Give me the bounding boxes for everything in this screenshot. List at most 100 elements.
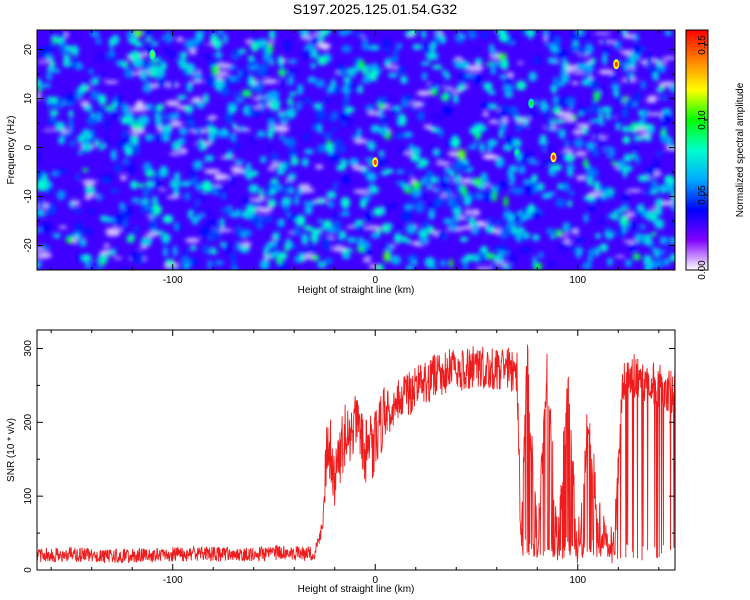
heatmap-cell — [127, 162, 136, 174]
heatmap-low-patch — [353, 138, 367, 144]
heatmap-cell — [434, 52, 439, 61]
heatmap-cell — [558, 241, 569, 252]
heatmap-cell — [603, 49, 611, 55]
heatmap-cell — [638, 203, 645, 213]
heatmap-cell — [435, 30, 441, 40]
x-tick-label: 0 — [372, 275, 378, 286]
heatmap-cell — [168, 265, 180, 270]
heatmap-cell — [317, 218, 323, 224]
heatmap-cell — [444, 166, 452, 174]
heatmap-low-patch — [659, 60, 669, 64]
heatmap-cell — [211, 63, 220, 76]
heatmap-cell — [473, 73, 482, 85]
heatmap-cell — [205, 76, 216, 87]
heatmap-cell — [424, 257, 436, 269]
heatmap-cell — [643, 254, 652, 265]
heatmap-cell — [176, 59, 187, 65]
heatmap-low-patch — [576, 175, 586, 181]
heatmap-low-patch — [185, 237, 200, 243]
heatmap-cell — [168, 50, 178, 58]
heatmap-cell — [287, 75, 294, 86]
heatmap-cell — [648, 184, 658, 190]
heatmap-cell — [190, 178, 200, 186]
heatmap-cell — [80, 239, 87, 247]
heatmap-cell — [632, 146, 639, 153]
heatmap-cell — [303, 225, 313, 231]
heatmap-cell — [377, 96, 387, 104]
heatmap-cell — [247, 136, 257, 145]
heatmap-cell — [548, 262, 556, 268]
heatmap-cell — [203, 93, 209, 104]
heatmap-low-patch — [256, 206, 273, 213]
heatmap-x-axis-label: Height of straight line (km) — [298, 285, 415, 296]
heatmap-cell — [94, 139, 101, 145]
heatmap-x-ticks: -100 0 100 — [50, 30, 660, 286]
heatmap-cell — [474, 57, 483, 66]
heatmap-low-patch — [571, 81, 579, 86]
heatmap-low-patch — [626, 188, 643, 193]
heatmap-cell — [252, 83, 264, 93]
heatmap-cell — [607, 227, 614, 234]
heatmap-cell — [287, 172, 297, 181]
heatmap-low-patch — [471, 209, 481, 216]
heatmap-cell — [664, 30, 672, 36]
heatmap-cell — [196, 101, 205, 109]
heatmap-cell — [622, 166, 628, 178]
heatmap-low-patch — [626, 211, 634, 218]
heatmap-cell — [411, 260, 418, 266]
heatmap-cell — [183, 191, 191, 201]
heatmap-cell — [653, 159, 660, 171]
heatmap-cell — [177, 222, 182, 232]
heatmap-cell — [322, 132, 333, 139]
heatmap-low-patch — [262, 78, 279, 84]
heatmap-cell — [568, 103, 574, 110]
heatmap-cell — [285, 107, 297, 119]
heatmap-cell — [90, 90, 100, 101]
heatmap-cell — [399, 147, 407, 155]
heatmap-cell — [317, 55, 328, 66]
heatmap-cell — [110, 110, 120, 121]
heatmap-cell — [317, 124, 323, 134]
heatmap-cell — [566, 225, 578, 231]
heatmap-cell — [190, 258, 199, 267]
heatmap-cell — [326, 140, 332, 146]
heatmap-cell — [572, 114, 578, 121]
heatmap-cell — [513, 115, 523, 121]
heatmap-cell — [121, 103, 130, 115]
heatmap-hotspot — [150, 51, 155, 58]
heatmap-cell — [131, 197, 141, 203]
heatmap-cell — [555, 198, 566, 208]
heatmap-cell — [445, 73, 451, 80]
heatmap-cell — [490, 261, 498, 270]
heatmap-cell — [340, 210, 350, 217]
heatmap-cell — [637, 174, 649, 182]
heatmap-cell — [477, 185, 486, 190]
heatmap-cell — [227, 75, 238, 82]
heatmap-cell — [426, 183, 433, 190]
heatmap-cell — [548, 127, 553, 132]
heatmap-cell — [380, 115, 388, 124]
heatmap-cell — [248, 183, 260, 194]
heatmap-cell — [606, 257, 613, 267]
heatmap-cell — [608, 187, 613, 199]
heatmap-low-patch — [136, 100, 144, 105]
heatmap-cell — [81, 141, 93, 153]
heatmap-cell — [544, 143, 555, 155]
heatmap-cell — [260, 102, 265, 112]
heatmap-cell — [49, 109, 59, 116]
heatmap-cell — [130, 180, 138, 190]
heatmap-low-patch — [168, 152, 182, 156]
heatmap-cell — [421, 30, 427, 39]
heatmap-cell — [304, 208, 313, 214]
heatmap-cell — [68, 119, 74, 126]
heatmap-cell — [459, 236, 469, 242]
heatmap-cell — [239, 67, 245, 78]
heatmap-cell — [147, 207, 154, 216]
heatmap-cell — [320, 30, 331, 35]
heatmap-cell — [370, 69, 378, 82]
heatmap-cell — [267, 198, 277, 208]
heatmap-cell — [614, 120, 624, 125]
heatmap-cell — [566, 164, 575, 170]
heatmap-cell — [134, 41, 143, 47]
heatmap-hotspot — [614, 61, 618, 67]
